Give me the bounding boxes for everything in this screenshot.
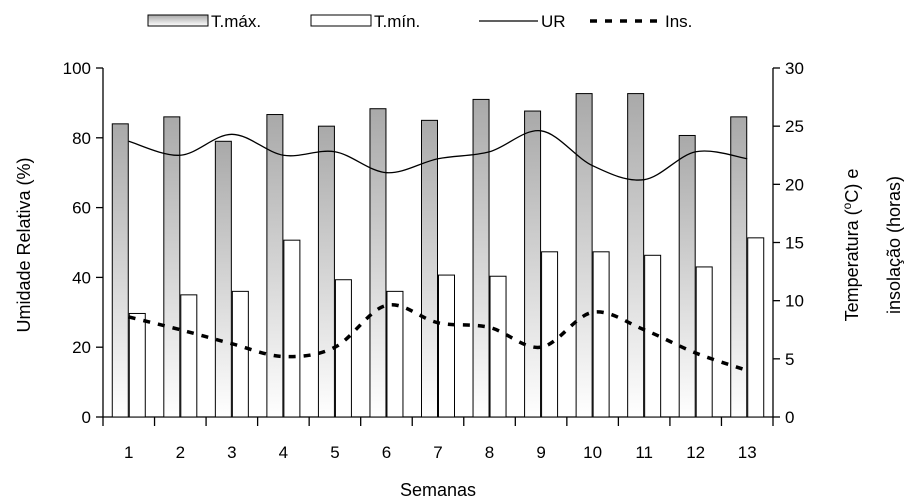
- tmax-bar: [267, 115, 283, 417]
- tmin-bar: [542, 252, 558, 417]
- x-tick-label: 2: [176, 443, 185, 462]
- left-tick-label: 100: [63, 59, 91, 78]
- right-tick-label: 0: [785, 408, 794, 427]
- tmax-bar: [112, 124, 128, 417]
- left-tick-label: 80: [72, 129, 91, 148]
- right-tick-label: 25: [785, 117, 804, 136]
- tmax-bar: [422, 120, 438, 417]
- left-tick-label: 20: [72, 338, 91, 357]
- legend-label-ins: Ins.: [665, 12, 692, 31]
- tmin-bar: [696, 267, 712, 417]
- x-tick-label: 3: [227, 443, 236, 462]
- tmin-bar: [748, 238, 764, 417]
- x-tick-label: 12: [686, 443, 705, 462]
- x-tick-label: 5: [330, 443, 339, 462]
- tmin-bar: [593, 252, 609, 417]
- right-tick-label: 5: [785, 350, 794, 369]
- legend-label-tmin: T.mín.: [374, 12, 420, 31]
- tmax-bar: [473, 99, 489, 417]
- right-tick-label: 10: [785, 292, 804, 311]
- right-tick-label: 30: [785, 59, 804, 78]
- right-axis-ticks: 0 5 10 15 20 25 30: [773, 59, 804, 427]
- tmin-bar: [335, 280, 351, 417]
- x-tick-label: 4: [279, 443, 288, 462]
- x-tick-label: 8: [485, 443, 494, 462]
- x-tick-label: 1: [124, 443, 133, 462]
- left-tick-label: 60: [72, 199, 91, 218]
- tmin-bar: [232, 291, 248, 417]
- tmin-bar: [284, 240, 300, 417]
- x-tick-label: 11: [635, 443, 653, 462]
- x-axis-title: Semanas: [400, 480, 476, 500]
- right-axis-title: Temperatura (oC) e insolação (horas): [840, 169, 904, 322]
- x-tick-label: 7: [433, 443, 442, 462]
- tmax-bar: [370, 109, 386, 417]
- tmax-bar: [679, 135, 695, 417]
- left-axis-ticks: 0 20 40 60 80 100: [63, 59, 103, 427]
- legend-label-ur: UR: [541, 12, 566, 31]
- left-tick-label: 0: [82, 408, 91, 427]
- x-axis-ticks: 1 2 3 4 5 6 7 8 9 10 11 12 13: [103, 417, 773, 462]
- tmin-bar: [387, 291, 403, 417]
- tmin-bar: [181, 295, 197, 417]
- right-tick-label: 20: [785, 175, 804, 194]
- right-axis-title-line2: insolação (horas): [884, 176, 904, 314]
- x-tick-label: 9: [536, 443, 545, 462]
- tmax-bar: [628, 94, 644, 417]
- legend-label-tmax: T.máx.: [211, 12, 261, 31]
- right-tick-label: 15: [785, 234, 804, 253]
- left-axis-title: Umidade Relativa (%): [14, 157, 34, 332]
- tmin-bar: [439, 275, 455, 417]
- x-tick-label: 13: [738, 443, 757, 462]
- tmax-bar: [576, 94, 592, 417]
- legend: T.máx. T.mín. UR Ins.: [148, 12, 692, 31]
- x-tick-label: 10: [583, 443, 602, 462]
- legend-swatch-tmax: [148, 15, 208, 26]
- legend-swatch-tmin: [311, 15, 371, 26]
- tmin-bar: [129, 313, 145, 417]
- tmax-bar: [318, 126, 334, 417]
- tmax-bar: [164, 117, 180, 417]
- tmax-bar: [215, 141, 231, 417]
- left-tick-label: 40: [72, 268, 91, 287]
- tmax-bar: [525, 111, 541, 417]
- tmin-bar: [490, 276, 506, 417]
- tmax-bar: [731, 117, 747, 417]
- right-axis-title-line1: Temperatura (oC) e: [840, 169, 862, 322]
- x-tick-label: 6: [382, 443, 391, 462]
